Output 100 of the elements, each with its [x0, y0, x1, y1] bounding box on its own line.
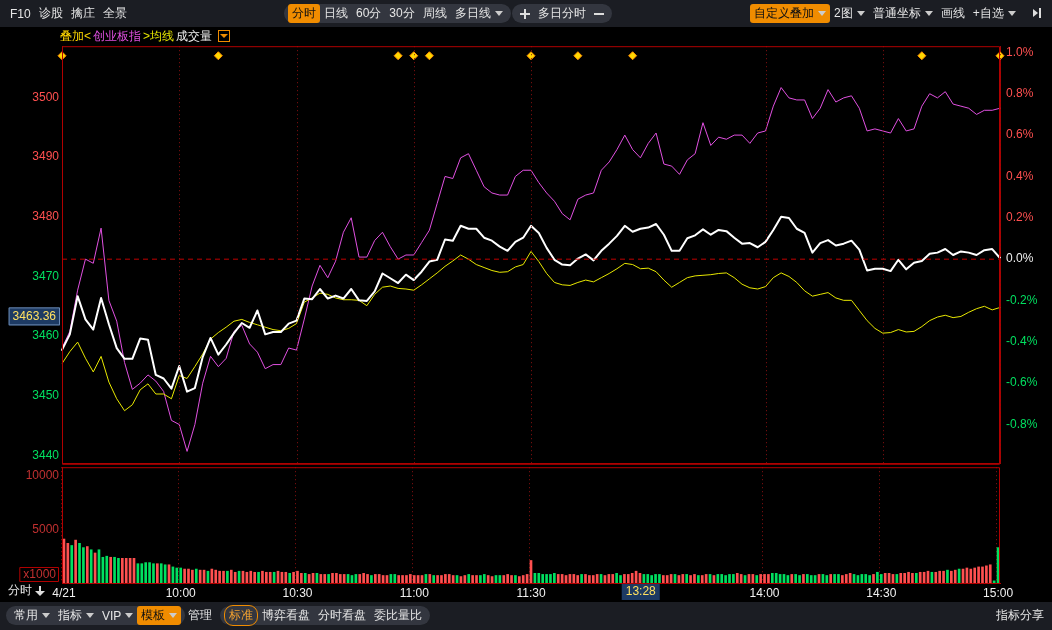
text: 委比量比	[373, 607, 423, 624]
bar	[327, 574, 330, 583]
y2-tick-label: 0.0%	[1006, 251, 1034, 266]
bar	[370, 575, 373, 583]
bar	[969, 568, 973, 583]
bar	[105, 555, 109, 583]
bar	[393, 574, 397, 583]
bar	[85, 546, 89, 583]
bar	[440, 575, 443, 583]
bar	[728, 574, 731, 583]
bar	[436, 575, 439, 583]
y2-tick-label: 1.0%	[1006, 44, 1034, 59]
x-tick-label: 14:00	[749, 585, 780, 600]
bar	[872, 574, 875, 583]
bar	[770, 573, 774, 583]
bar	[973, 567, 977, 583]
bar	[911, 573, 914, 583]
text: 擒庄	[69, 5, 96, 22]
bar	[794, 574, 797, 583]
bar	[572, 574, 576, 583]
bar	[412, 575, 416, 583]
y2-tick-label: 0.8%	[1006, 86, 1034, 101]
text: 诊股	[37, 5, 64, 22]
bar	[486, 575, 490, 583]
text: 指标分享	[995, 607, 1045, 624]
bar	[934, 571, 938, 583]
bar	[844, 574, 848, 583]
y2-tick-label: 0.2%	[1006, 210, 1034, 225]
bar	[479, 575, 482, 583]
bar	[774, 573, 778, 583]
bar	[117, 558, 120, 583]
bar	[755, 575, 759, 583]
bar	[342, 574, 346, 583]
bar	[549, 574, 552, 583]
bar	[335, 573, 338, 583]
bar	[397, 575, 400, 583]
bar	[502, 575, 506, 583]
y-tick-label: 3500	[32, 89, 60, 104]
bar	[331, 573, 334, 583]
x-axis-title: 分时	[8, 582, 33, 599]
bar	[689, 575, 692, 583]
y2-tick-label: -0.8%	[1006, 416, 1038, 431]
bar	[268, 571, 272, 583]
bar	[253, 571, 256, 583]
bar	[763, 574, 766, 583]
bar	[261, 570, 264, 583]
text: >均线	[143, 27, 175, 45]
bar	[806, 574, 809, 583]
bar	[296, 570, 299, 583]
bar	[144, 562, 148, 583]
bar	[829, 574, 833, 583]
bar	[724, 575, 727, 583]
bar	[611, 574, 615, 583]
x-tick-label: 4/21	[52, 585, 76, 600]
bar	[697, 575, 700, 583]
y-tick-label: 3440	[32, 447, 60, 462]
text: 指标	[57, 607, 83, 624]
bar	[113, 556, 116, 583]
text: 2图	[833, 5, 854, 22]
text: 普通坐标	[871, 5, 922, 22]
text: 常用	[13, 607, 39, 624]
bar	[156, 563, 159, 583]
text: 标准	[224, 605, 258, 626]
text: 博弈看盘	[261, 607, 311, 624]
bar	[323, 574, 327, 583]
x-tick-label: 10:00	[165, 585, 197, 600]
y-tick-label: 3470	[32, 268, 60, 283]
bar	[580, 574, 583, 583]
text: 成交量	[176, 27, 213, 45]
y-axis-title: x1000	[23, 567, 57, 582]
text: 创业板指	[93, 27, 142, 45]
bar	[249, 570, 253, 583]
bar	[358, 574, 362, 583]
bar	[646, 574, 650, 583]
bar	[802, 574, 805, 583]
bar	[883, 573, 887, 583]
bar	[471, 575, 474, 583]
bar	[864, 574, 868, 583]
bar	[74, 539, 77, 583]
bar	[191, 569, 194, 583]
bar	[303, 573, 307, 583]
bar	[681, 574, 685, 583]
y-tick-label: 3460	[32, 328, 60, 343]
bar	[700, 575, 704, 583]
text: VIP	[101, 607, 123, 624]
bar	[630, 573, 634, 583]
bar	[907, 571, 910, 583]
text: 周线	[421, 5, 448, 22]
bar	[914, 573, 918, 583]
bar	[833, 574, 836, 583]
text: 60分	[355, 5, 383, 22]
bar	[946, 569, 949, 583]
bar	[175, 567, 179, 583]
text: 管理	[187, 607, 213, 624]
text: F10	[9, 5, 32, 22]
x-tick-label: 15:00	[983, 585, 1014, 600]
bar	[432, 575, 436, 583]
y-tick-label: 3450	[32, 388, 60, 403]
bar	[537, 573, 541, 583]
bar	[615, 573, 618, 583]
